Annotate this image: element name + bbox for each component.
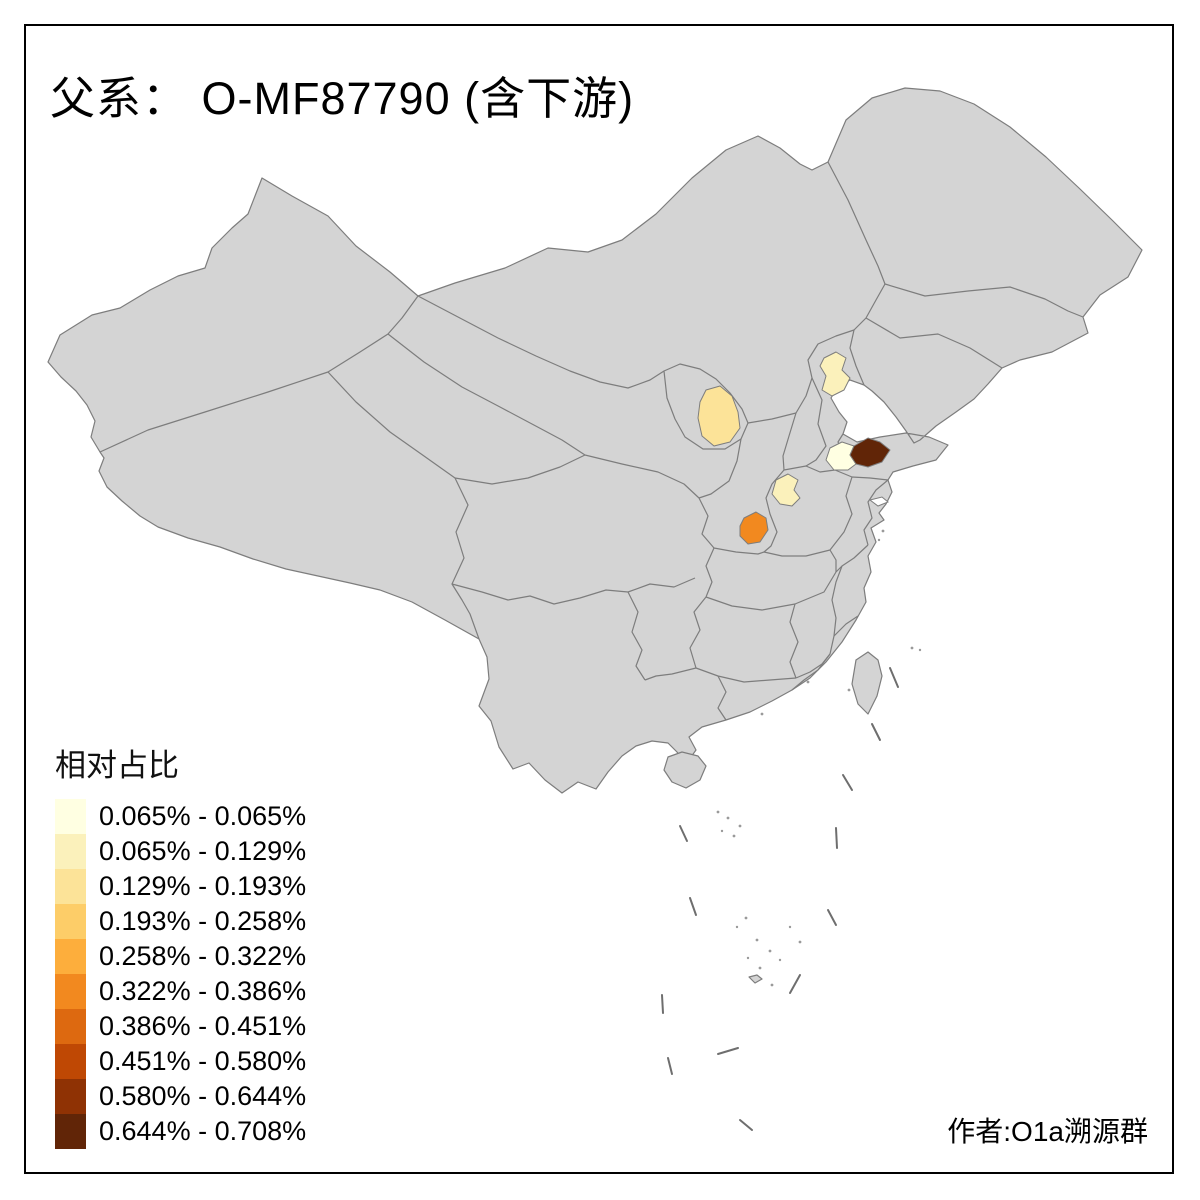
legend-class-label: 0.386% - 0.451%	[99, 1011, 307, 1041]
taiwan-island	[851, 651, 883, 715]
legend-swatch	[55, 974, 86, 1009]
region-south-shaanxi-area	[739, 511, 769, 545]
chongming-island	[868, 496, 889, 507]
hainan-island	[663, 751, 707, 789]
legend-row: 0.322% - 0.386%	[55, 974, 306, 1009]
legend-class-label: 0.065% - 0.129%	[99, 836, 307, 866]
mainland-group	[47, 87, 1143, 984]
legend-swatch	[55, 1044, 86, 1079]
page-title: 父系： O-MF87790 (含下游)	[50, 73, 635, 124]
legend-row: 0.065% - 0.129%	[55, 834, 306, 869]
legend-row: 0.580% - 0.644%	[55, 1079, 306, 1114]
legend-class-label: 0.258% - 0.322%	[99, 941, 307, 971]
legend-rows: 0.065% - 0.065% 0.065% - 0.129% 0.129% - 0…	[55, 799, 306, 1149]
highlighted-regions	[697, 351, 891, 545]
legend-class-label: 0.193% - 0.258%	[99, 906, 307, 936]
china-mainland-outline	[47, 87, 1143, 794]
legend-row: 0.129% - 0.193%	[55, 869, 306, 904]
region-beijing-area	[819, 351, 851, 397]
legend-swatch	[55, 869, 86, 904]
author-credit: 作者:O1a溯源群	[947, 1116, 1148, 1147]
region-ningxia-area	[697, 385, 741, 447]
legend-row: 0.451% - 0.580%	[55, 1044, 306, 1079]
nine-dash-line	[661, 667, 899, 1131]
legend-class-label: 0.322% - 0.386%	[99, 976, 307, 1006]
legend-swatch	[55, 1114, 86, 1149]
legend-row: 0.386% - 0.451%	[55, 1009, 306, 1044]
legend-class-label: 0.129% - 0.193%	[99, 871, 307, 901]
islets	[716, 529, 922, 987]
legend-class-label: 0.644% - 0.708%	[99, 1116, 307, 1146]
legend-swatch	[55, 799, 86, 834]
legend-row: 0.258% - 0.322%	[55, 939, 306, 974]
region-west-henan-area	[771, 473, 801, 507]
legend-swatch	[55, 939, 86, 974]
legend-row: 0.193% - 0.258%	[55, 904, 306, 939]
legend-row: 0.065% - 0.065%	[55, 799, 306, 834]
legend-swatch	[55, 834, 86, 869]
province-borders	[99, 161, 1084, 721]
legend-row: 0.644% - 0.708%	[55, 1114, 306, 1149]
legend-title: 相对占比	[55, 748, 179, 783]
legend-swatch	[55, 1009, 86, 1044]
legend: 相对占比 0.065% - 0.065% 0.065% - 0.129% 0.129…	[55, 740, 306, 1149]
legend-swatch	[55, 904, 86, 939]
legend-class-label: 0.580% - 0.644%	[99, 1081, 307, 1111]
legend-swatch	[55, 1079, 86, 1114]
legend-class-label: 0.451% - 0.580%	[99, 1046, 307, 1076]
region-shandong-east-area	[849, 437, 891, 468]
legend-class-label: 0.065% - 0.065%	[99, 801, 307, 831]
small-islet	[748, 974, 763, 984]
